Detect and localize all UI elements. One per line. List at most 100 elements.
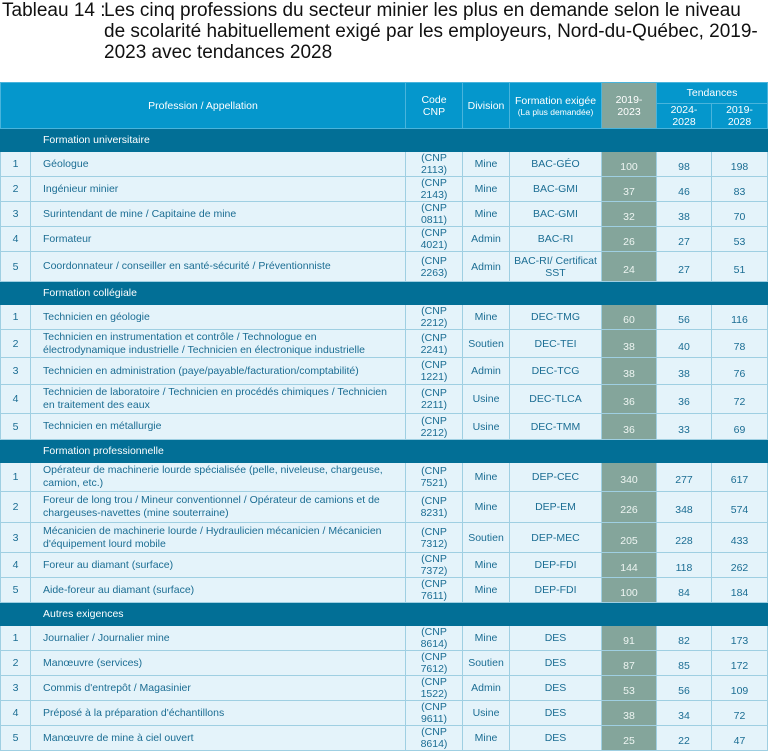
division: Mine [462, 491, 510, 523]
profession: Manœuvre (services) [30, 650, 406, 676]
value-2024-2028: 36 [656, 384, 712, 414]
code-cnp: (CNP 7312) [405, 522, 463, 553]
value-2019-2028: 70 [710, 201, 768, 227]
division: Soutien [462, 329, 510, 358]
formation: DEC-TLCA [509, 384, 602, 414]
formation: DES [509, 625, 602, 651]
rank: 1 [0, 304, 31, 330]
value-2019-2023: 36 [601, 384, 657, 414]
rank: 4 [0, 384, 31, 414]
code-cnp: (CNP 8614) [405, 725, 463, 751]
value-2019-2028: 72 [710, 384, 768, 414]
value-2024-2028: 277 [656, 462, 712, 492]
rank: 1 [0, 462, 31, 492]
profession: Formateur [30, 226, 406, 252]
profession: Géologue [30, 151, 406, 177]
table-row: 2 Ingénieur minier (CNP 2143) Mine BAC-GMI 37… [0, 176, 768, 202]
division: Admin [462, 357, 510, 385]
division: Usine [462, 700, 510, 726]
table-row: 1 Géologue (CNP 2113) Mine BAC-GÉO 100 98 198 [0, 151, 768, 177]
table-row: 5 Manœuvre de mine à ciel ouvert (CNP 8614… [0, 725, 768, 751]
rank: 2 [0, 650, 31, 676]
rank: 3 [0, 201, 31, 227]
rank: 2 [0, 329, 31, 358]
value-2019-2028: 51 [710, 251, 768, 282]
table-row: 2 Technicien en instrumentation et contrô… [0, 329, 768, 358]
value-2019-2028: 433 [710, 522, 768, 553]
value-2019-2023: 36 [601, 413, 657, 440]
profession: Commis d'entrepôt / Magasinier [30, 675, 406, 701]
value-2019-2028: 76 [710, 357, 768, 385]
value-2024-2028: 22 [656, 725, 712, 751]
rank: 3 [0, 357, 31, 385]
division: Mine [462, 462, 510, 492]
formation: DES [509, 725, 602, 751]
section-title: Formation professionnelle [29, 439, 768, 463]
code-cnp: (CNP 2113) [405, 151, 463, 177]
value-2024-2028: 40 [656, 329, 712, 358]
rank: 5 [0, 251, 31, 282]
rank: 2 [0, 176, 31, 202]
value-2019-2023: 38 [601, 329, 657, 358]
code-cnp: (CNP 7372) [405, 552, 463, 578]
division: Admin [462, 675, 510, 701]
value-2024-2028: 348 [656, 491, 712, 523]
table-row: 4 Préposé à la préparation d'échantillons… [0, 700, 768, 726]
value-2019-2023: 26 [601, 226, 657, 252]
value-2019-2023: 87 [601, 650, 657, 676]
value-2019-2023: 100 [601, 151, 657, 177]
division: Usine [462, 413, 510, 440]
header-formation-label: Formation exigée [514, 94, 597, 107]
table-row: 3 Technicien en administration (paye/paya… [0, 357, 768, 385]
formation: DEP-FDI [509, 577, 602, 603]
value-2019-2023: 53 [601, 675, 657, 701]
division: Soutien [462, 522, 510, 553]
profession: Coordonnateur / conseiller en santé-sécu… [30, 251, 406, 282]
value-2019-2028: 172 [710, 650, 768, 676]
section-header: Formation universitaire [0, 128, 768, 152]
section-spacer [0, 439, 31, 463]
value-2024-2028: 118 [656, 552, 712, 578]
section-spacer [0, 281, 31, 305]
value-2024-2028: 38 [656, 357, 712, 385]
section-title: Formation universitaire [29, 128, 768, 152]
header-tendances: Tendances [655, 82, 768, 104]
value-2024-2028: 98 [656, 151, 712, 177]
profession: Manœuvre de mine à ciel ouvert [30, 725, 406, 751]
section-spacer [0, 602, 31, 626]
table-row: 1 Opérateur de machinerie lourde spéciali… [0, 462, 768, 492]
value-2019-2028: 72 [710, 700, 768, 726]
code-cnp: (CNP 8231) [405, 491, 463, 523]
value-2024-2028: 27 [656, 251, 712, 282]
section-header: Formation collégiale [0, 281, 768, 305]
value-2019-2023: 38 [601, 357, 657, 385]
table-row: 3 Surintendant de mine / Capitaine de min… [0, 201, 768, 227]
header-division: Division [462, 82, 510, 129]
rank: 5 [0, 577, 31, 603]
profession: Technicien de laboratoire / Technicien e… [30, 384, 406, 414]
table-row: 2 Foreur de long trou / Mineur convention… [0, 491, 768, 523]
division: Mine [462, 304, 510, 330]
profession: Surintendant de mine / Capitaine de mine [30, 201, 406, 227]
value-2019-2023: 38 [601, 700, 657, 726]
header-period: 2019-2023 [601, 82, 657, 129]
value-2019-2023: 100 [601, 577, 657, 603]
demand-table: Profession / Appellation Code CNP Divisi… [0, 82, 768, 751]
profession: Technicien en instrumentation et contrôl… [30, 329, 406, 358]
rank: 5 [0, 413, 31, 440]
profession: Foreur au diamant (surface) [30, 552, 406, 578]
value-2024-2028: 33 [656, 413, 712, 440]
profession: Opérateur de machinerie lourde spécialis… [30, 462, 406, 492]
value-2024-2028: 82 [656, 625, 712, 651]
table-row: 3 Commis d'entrepôt / Magasinier (CNP 1522… [0, 675, 768, 701]
division: Mine [462, 201, 510, 227]
rank: 4 [0, 700, 31, 726]
value-2024-2028: 84 [656, 577, 712, 603]
formation: BAC-GMI [509, 201, 602, 227]
formation: DEP-EM [509, 491, 602, 523]
formation: DEC-TCG [509, 357, 602, 385]
value-2019-2023: 91 [601, 625, 657, 651]
profession: Foreur de long trou / Mineur conventionn… [30, 491, 406, 523]
value-2024-2028: 38 [656, 201, 712, 227]
section-spacer [0, 128, 31, 152]
